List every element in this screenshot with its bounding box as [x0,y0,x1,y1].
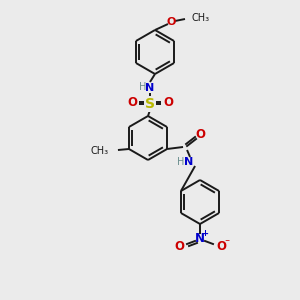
Text: O: O [195,128,205,142]
Text: N: N [195,232,205,244]
Text: O: O [163,97,173,110]
Text: O: O [216,241,226,254]
Text: O: O [174,241,184,254]
Text: CH₃: CH₃ [91,146,109,156]
Text: O: O [166,17,176,27]
Text: ⁻: ⁻ [224,238,230,248]
Text: N: N [184,157,194,167]
Text: H: H [139,82,147,92]
Text: H: H [177,157,185,167]
Text: N: N [146,83,154,93]
Text: S: S [145,97,155,111]
Text: CH₃: CH₃ [191,13,209,23]
Text: +: + [202,229,208,238]
Text: O: O [127,97,137,110]
